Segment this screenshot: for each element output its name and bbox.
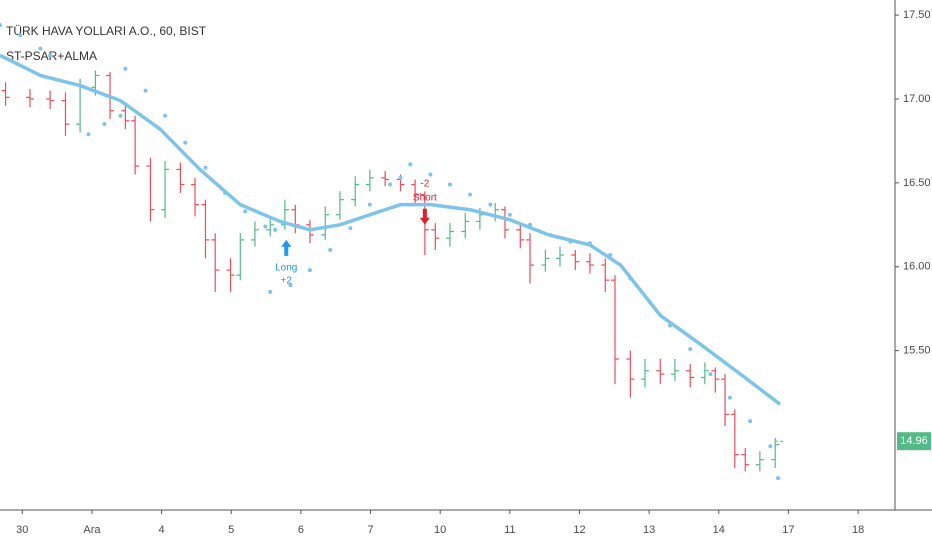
psar-dot: [143, 88, 148, 93]
x-tick-label: 17: [782, 524, 794, 536]
psar-dot: [288, 283, 293, 288]
psar-dot: [507, 212, 512, 217]
psar-dot: [203, 165, 208, 170]
psar-dot: [163, 113, 168, 118]
psar-dot: [388, 182, 393, 187]
psar-dot: [367, 202, 372, 207]
psar-dot: [428, 172, 433, 177]
psar-dot: [468, 192, 473, 197]
psar-dot: [398, 175, 403, 180]
psar-dot: [243, 209, 248, 214]
x-tick-label: 6: [298, 524, 304, 536]
psar-dot: [587, 241, 592, 246]
psar-dot: [38, 46, 43, 51]
y-tick-label: 17.50: [903, 9, 931, 21]
x-tick-label: 30: [16, 524, 28, 536]
x-tick-label: 13: [643, 524, 655, 536]
x-tick-label: 7: [367, 524, 373, 536]
x-tick-label: 5: [228, 524, 234, 536]
psar-dot: [775, 476, 780, 481]
y-tick-label: 16.00: [903, 261, 931, 273]
x-tick-label: 11: [504, 524, 515, 536]
psar-dot: [688, 346, 693, 351]
signal-arrow: [419, 208, 430, 225]
alma-line: [0, 53, 782, 406]
x-tick-label: Ara: [83, 524, 101, 536]
psar-dot: [268, 289, 273, 294]
psar-dot: [708, 372, 713, 377]
psar-dot: [528, 222, 533, 227]
psar-dot: [18, 33, 23, 38]
signal-label: Short: [413, 192, 437, 203]
psar-dot: [748, 419, 753, 424]
x-tick-label: 14: [713, 524, 725, 536]
psar-dot: [647, 299, 652, 304]
x-tick-label: 12: [573, 524, 585, 536]
last-price-label: 14.96: [900, 435, 928, 447]
psar-dot: [447, 182, 452, 187]
psar-dot: [86, 132, 91, 137]
psar-dot: [608, 253, 613, 257]
signal-arrow: [281, 239, 292, 256]
psar-dot: [568, 239, 573, 244]
last-price-box: [897, 432, 931, 451]
signal-qty: +2: [281, 276, 293, 287]
y-tick-label: 15.50: [903, 345, 931, 357]
psar-dot: [48, 53, 53, 58]
psar-dot: [348, 226, 353, 231]
psar-dot: [668, 323, 673, 328]
psar-dot: [768, 444, 773, 449]
psar-dot: [328, 247, 333, 252]
x-tick-label: 10: [434, 524, 446, 536]
x-tick-label: 18: [852, 524, 864, 536]
psar-dot: [307, 268, 312, 273]
y-tick-label: 16.50: [903, 177, 931, 189]
psar-dot: [408, 162, 413, 167]
psar-dot: [263, 224, 268, 229]
psar-dot: [548, 232, 553, 237]
psar-dot: [222, 190, 227, 195]
chart-title: TÜRK HAVA YOLLARI A.O., 60, BIST: [6, 24, 207, 38]
psar-dot: [273, 227, 278, 232]
x-tick-label: 4: [159, 524, 165, 536]
psar-dot: [183, 140, 188, 145]
y-tick-label: 17.00: [903, 93, 931, 105]
signal-qty: -2: [420, 178, 429, 189]
psar-dot: [102, 122, 107, 127]
psar-dot: [0, 23, 2, 28]
signal-label: Long: [275, 263, 297, 274]
psar-dot: [123, 66, 128, 71]
psar-dot: [628, 276, 633, 281]
psar-dot: [118, 113, 123, 118]
psar-dot: [727, 395, 732, 400]
psar-dot: [488, 202, 493, 207]
